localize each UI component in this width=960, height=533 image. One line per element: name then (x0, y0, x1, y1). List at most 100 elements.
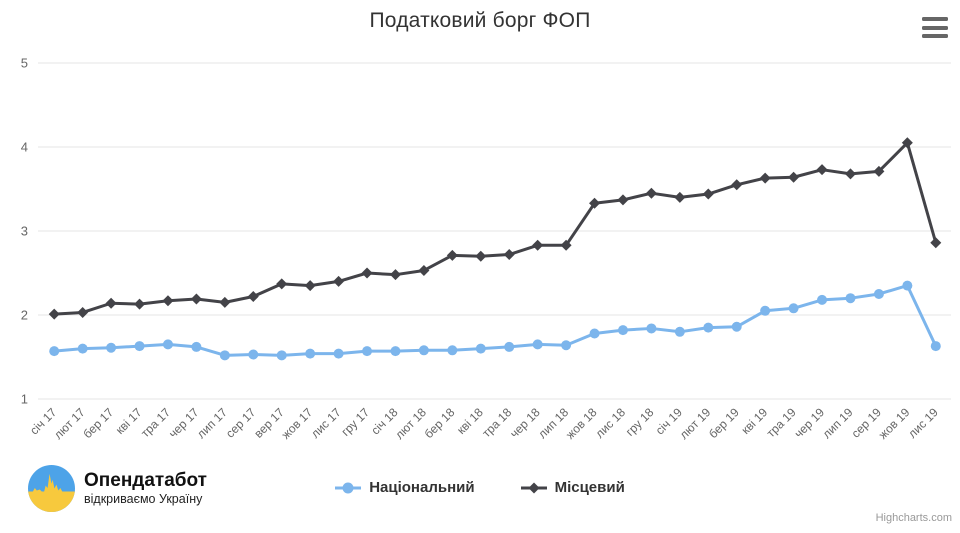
x-axis-label: лют 18 (392, 405, 429, 442)
data-point[interactable] (873, 165, 885, 177)
y-axis-label: 3 (21, 224, 28, 239)
data-point[interactable] (248, 349, 259, 360)
data-point[interactable] (674, 191, 686, 203)
data-point[interactable] (362, 346, 373, 357)
hamburger-icon (922, 17, 948, 21)
data-point[interactable] (646, 323, 657, 334)
x-axis-label: жов 17 (279, 405, 316, 442)
data-point[interactable] (77, 306, 89, 318)
x-axis-label: бер 17 (80, 405, 116, 441)
hamburger-icon (922, 34, 948, 38)
data-point[interactable] (902, 280, 913, 291)
data-point[interactable] (759, 172, 771, 184)
data-point[interactable] (49, 346, 60, 357)
legend-label-national: Національний (369, 479, 475, 496)
data-point[interactable] (845, 293, 856, 304)
logo-tagline: відкриваємо Україну (84, 492, 203, 507)
legend-item-national[interactable]: Національний (335, 479, 475, 496)
data-point[interactable] (418, 345, 429, 356)
data-point[interactable] (703, 322, 714, 333)
data-point[interactable] (162, 295, 174, 307)
data-point[interactable] (475, 343, 486, 354)
data-point[interactable] (702, 188, 714, 200)
data-point[interactable] (503, 249, 515, 261)
series-line-local (52, 141, 938, 316)
x-axis-label: лют 19 (677, 405, 714, 442)
legend-label-local: Місцевий (554, 479, 625, 496)
data-point[interactable] (532, 339, 543, 350)
data-point[interactable] (219, 350, 230, 361)
x-axis-label: жов 18 (563, 405, 600, 442)
x-axis-label: лип 17 (194, 405, 230, 441)
data-point[interactable] (844, 168, 856, 180)
data-point[interactable] (446, 249, 458, 261)
data-point[interactable] (930, 237, 942, 249)
x-axis-label: сер 17 (223, 405, 259, 441)
data-point[interactable] (532, 239, 544, 251)
x-axis-label: тра 19 (764, 405, 799, 440)
x-axis-label: чер 17 (166, 405, 202, 441)
data-point[interactable] (788, 303, 799, 314)
data-point[interactable] (731, 321, 742, 332)
data-point[interactable] (589, 197, 601, 209)
legend-item-local[interactable]: Місцевий (520, 479, 625, 496)
data-point[interactable] (333, 275, 345, 287)
data-point[interactable] (561, 340, 572, 351)
data-point[interactable] (106, 342, 117, 353)
highcharts-credit[interactable]: Highcharts.com (875, 512, 952, 524)
x-axis-label: лют 17 (51, 405, 88, 442)
data-point[interactable] (77, 343, 88, 354)
data-point[interactable] (190, 293, 202, 305)
x-axis-label: гру 17 (338, 405, 372, 439)
y-axis-label: 2 (21, 308, 28, 323)
data-point[interactable] (930, 341, 941, 352)
x-axis-label: лис 19 (905, 405, 941, 441)
data-point[interactable] (816, 164, 828, 176)
data-point[interactable] (134, 298, 146, 310)
data-point[interactable] (589, 328, 600, 339)
data-point[interactable] (191, 341, 202, 352)
data-point[interactable] (276, 350, 287, 361)
chart-legend: Національний Місцевий (0, 479, 960, 496)
data-point[interactable] (788, 171, 800, 183)
data-point[interactable] (617, 325, 628, 336)
data-point[interactable] (817, 294, 828, 305)
data-point[interactable] (247, 291, 259, 303)
data-point[interactable] (560, 239, 572, 251)
data-point[interactable] (219, 296, 231, 308)
data-point[interactable] (645, 187, 657, 199)
data-point[interactable] (447, 345, 458, 356)
data-point[interactable] (48, 308, 60, 320)
y-axis-label: 4 (21, 140, 28, 155)
data-point[interactable] (361, 267, 373, 279)
data-point[interactable] (475, 250, 487, 262)
data-point[interactable] (276, 278, 288, 290)
series-line-national (52, 284, 938, 357)
chart-menu-button[interactable] (922, 17, 948, 38)
data-point[interactable] (617, 194, 629, 206)
data-point[interactable] (389, 269, 401, 281)
data-point[interactable] (674, 326, 685, 337)
x-axis-label: жов 19 (876, 405, 913, 442)
y-axis-label: 1 (21, 392, 28, 407)
data-point[interactable] (760, 305, 771, 316)
data-point[interactable] (901, 137, 913, 149)
x-axis-label: чер 18 (507, 405, 543, 441)
data-point[interactable] (105, 297, 117, 309)
logo-name: Опендатабот (84, 470, 207, 492)
data-point[interactable] (134, 341, 145, 352)
x-axis-label: бер 19 (706, 405, 742, 441)
data-point[interactable] (873, 289, 884, 299)
data-point[interactable] (504, 341, 515, 352)
data-point[interactable] (418, 264, 430, 276)
data-point[interactable] (390, 346, 401, 357)
data-point[interactable] (731, 179, 743, 191)
data-point[interactable] (305, 348, 316, 359)
data-point[interactable] (304, 280, 316, 292)
data-point[interactable] (333, 348, 344, 359)
x-axis-label: тра 17 (138, 405, 173, 440)
x-axis-label: лис 17 (308, 405, 344, 441)
data-point[interactable] (162, 339, 173, 350)
opendatabot-logo[interactable]: Опендатабот відкриваємо Україну (28, 465, 207, 512)
